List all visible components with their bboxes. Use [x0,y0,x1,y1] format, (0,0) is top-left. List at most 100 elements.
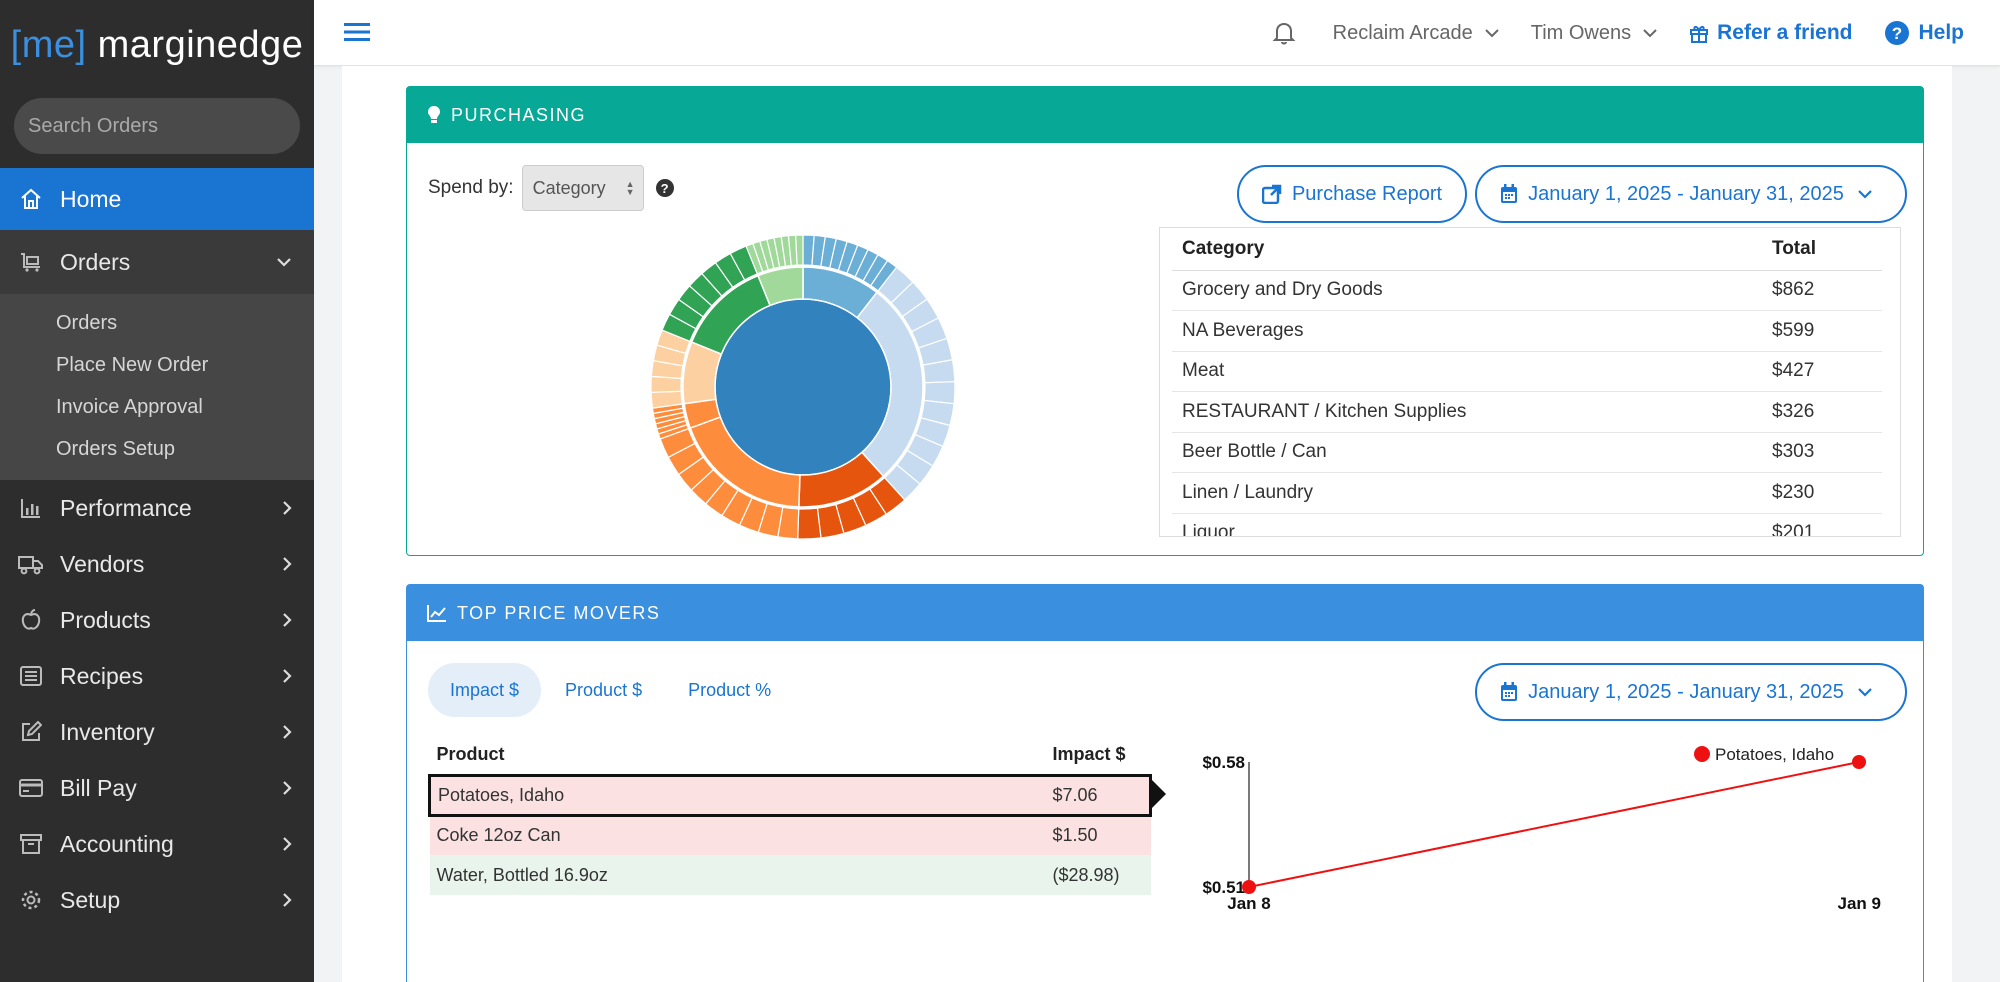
table-row[interactable]: Meat $427 [1172,351,1882,392]
movers-date-range-button[interactable]: January 1, 2025 - January 31, 2025 [1475,663,1907,721]
purchasing-panel: PURCHASING Spend by: Category ▲ ▼ ? Purch… [406,86,1924,556]
main-content: PURCHASING Spend by: Category ▲ ▼ ? Purch… [342,66,1952,982]
chevron-down-icon [1858,189,1872,199]
sidebar-item-setup[interactable]: Setup [0,872,314,928]
purchasing-date-range: January 1, 2025 - January 31, 2025 [1528,182,1844,205]
sidebar-item-label: Bill Pay [60,774,137,801]
lightbulb-icon [428,106,440,123]
total-cell: $303 [1762,432,1882,473]
sidebar-subitem-invoice-approval[interactable]: Invoice Approval [56,395,203,418]
purchase-report-label: Purchase Report [1291,182,1443,205]
total-cell: $230 [1762,472,1882,514]
gear-icon [18,887,44,913]
sidebar-item-label: Performance [60,494,192,521]
tab-product-percent[interactable]: Product % [688,679,772,700]
search-input[interactable] [28,114,293,138]
sunburst-center [714,298,892,476]
tab-impact-dollars[interactable]: Impact $ [428,663,542,717]
sidebar-item-label: Inventory [60,718,155,745]
sidebar-item-vendors[interactable]: Vendors [0,536,314,592]
category-cell: Grocery and Dry Goods [1172,270,1762,311]
tab-product-dollars[interactable]: Product $ [565,679,643,700]
sunburst-outer-segment [797,507,822,540]
y-tick-label: $0.58 [1202,753,1245,772]
data-point [1852,755,1866,769]
sidebar-item-label: Setup [60,886,121,913]
category-table: Category Total Grocery and Dry Goods $862… [1172,228,1882,536]
sidebar-item-label: Home [60,185,122,212]
spend-by-select[interactable]: Category ▲ ▼ [521,165,644,211]
bell-icon[interactable] [1271,20,1297,46]
price-movers-table: Product Impact $ Potatoes, Idaho $7.06 Co… [428,735,1152,895]
logo-text: marginedge [97,23,304,66]
table-row[interactable]: RESTAURANT / Kitchen Supplies $326 [1172,391,1882,433]
sidebar-item-recipes[interactable]: Recipes [0,648,314,704]
column-header-total[interactable]: Total [1762,228,1882,271]
logo-bracket: [me] [10,23,87,66]
chevron-right-icon [283,613,292,627]
movers-header: TOP PRICE MOVERS [407,585,1923,641]
topbar: Reclaim Arcade Tim Owens Refer a friend … [314,0,2000,66]
sidebar-nav: Home Orders Orders Place New Order Invoi… [0,168,314,928]
chevron-down-icon [1643,28,1657,37]
chevron-right-icon [283,557,292,571]
sidebar-item-home[interactable]: Home [0,168,314,230]
category-cell: NA Beverages [1172,310,1762,352]
table-row[interactable]: NA Beverages $599 [1172,310,1882,352]
table-row[interactable]: Potatoes, Idaho $7.06 [428,773,1152,817]
list-icon [18,663,44,689]
category-cell: Linen / Laundry [1172,472,1762,514]
sidebar-item-label: Accounting [60,830,174,857]
location-dropdown[interactable]: Reclaim Arcade [1333,22,1499,45]
purchase-report-button[interactable]: Purchase Report [1237,165,1467,223]
x-tick-label: Jan 9 [1838,894,1881,913]
svg-text:?: ? [1892,24,1902,43]
sidebar-subitem-place-new-order[interactable]: Place New Order [56,353,209,376]
total-cell: $201 [1762,513,1882,536]
chevron-right-icon [283,725,292,739]
y-tick-label: $0.51 [1202,878,1245,897]
table-row[interactable]: Beer Bottle / Can $303 [1172,432,1882,473]
category-sunburst-chart[interactable] [648,232,958,542]
category-table-container[interactable]: Category Total Grocery and Dry Goods $862… [1159,227,1901,537]
chevron-down-icon [1858,687,1872,697]
line-chart-icon [427,605,446,622]
table-header-row: Category Total [1172,228,1882,271]
sidebar-item-accounting[interactable]: Accounting [0,816,314,872]
total-cell: $599 [1762,310,1882,352]
credit-card-icon [18,775,44,801]
hamburger-menu-icon[interactable] [344,21,370,43]
question-circle-icon[interactable]: ? [655,179,674,197]
table-row[interactable]: Liquor $201 [1172,513,1882,536]
table-row[interactable]: Grocery and Dry Goods $862 [1172,270,1882,311]
total-cell: $427 [1762,351,1882,392]
refer-a-friend-link[interactable]: Refer a friend [1689,21,1852,45]
table-row[interactable]: Linen / Laundry $230 [1172,472,1882,514]
column-header-category[interactable]: Category [1172,228,1762,271]
category-cell: Beer Bottle / Can [1172,432,1762,473]
column-header-impact[interactable]: Impact $ [1052,743,1126,764]
table-row[interactable]: Water, Bottled 16.9oz ($28.98) [429,855,1151,895]
sidebar-item-performance[interactable]: Performance [0,480,314,536]
table-row[interactable]: Coke 12oz Can $1.50 [429,815,1151,855]
purchasing-date-range-button[interactable]: January 1, 2025 - January 31, 2025 [1475,165,1907,223]
category-cell: Meat [1172,351,1762,392]
movers-title: TOP PRICE MOVERS [457,602,661,623]
purchasing-title: PURCHASING [451,104,587,125]
truck-icon [18,551,44,577]
help-label: Help [1918,21,1964,44]
sidebar-item-bill-pay[interactable]: Bill Pay [0,760,314,816]
sidebar-item-orders[interactable]: Orders [0,230,314,294]
chevron-right-icon [283,781,292,795]
help-link[interactable]: ? Help [1884,20,1964,46]
sidebar-item-products[interactable]: Products [0,592,314,648]
column-header-product[interactable]: Product [436,743,505,764]
sidebar-subitem-orders[interactable]: Orders [56,311,118,334]
logo[interactable]: [me] marginedge [0,0,314,90]
topbar-actions: Reclaim Arcade Tim Owens Refer a friend … [1271,0,1964,66]
location-name: Reclaim Arcade [1332,21,1473,44]
sidebar-subitem-orders-setup[interactable]: Orders Setup [56,437,175,460]
user-dropdown[interactable]: Tim Owens [1531,22,1657,45]
sidebar-item-inventory[interactable]: Inventory [0,704,314,760]
